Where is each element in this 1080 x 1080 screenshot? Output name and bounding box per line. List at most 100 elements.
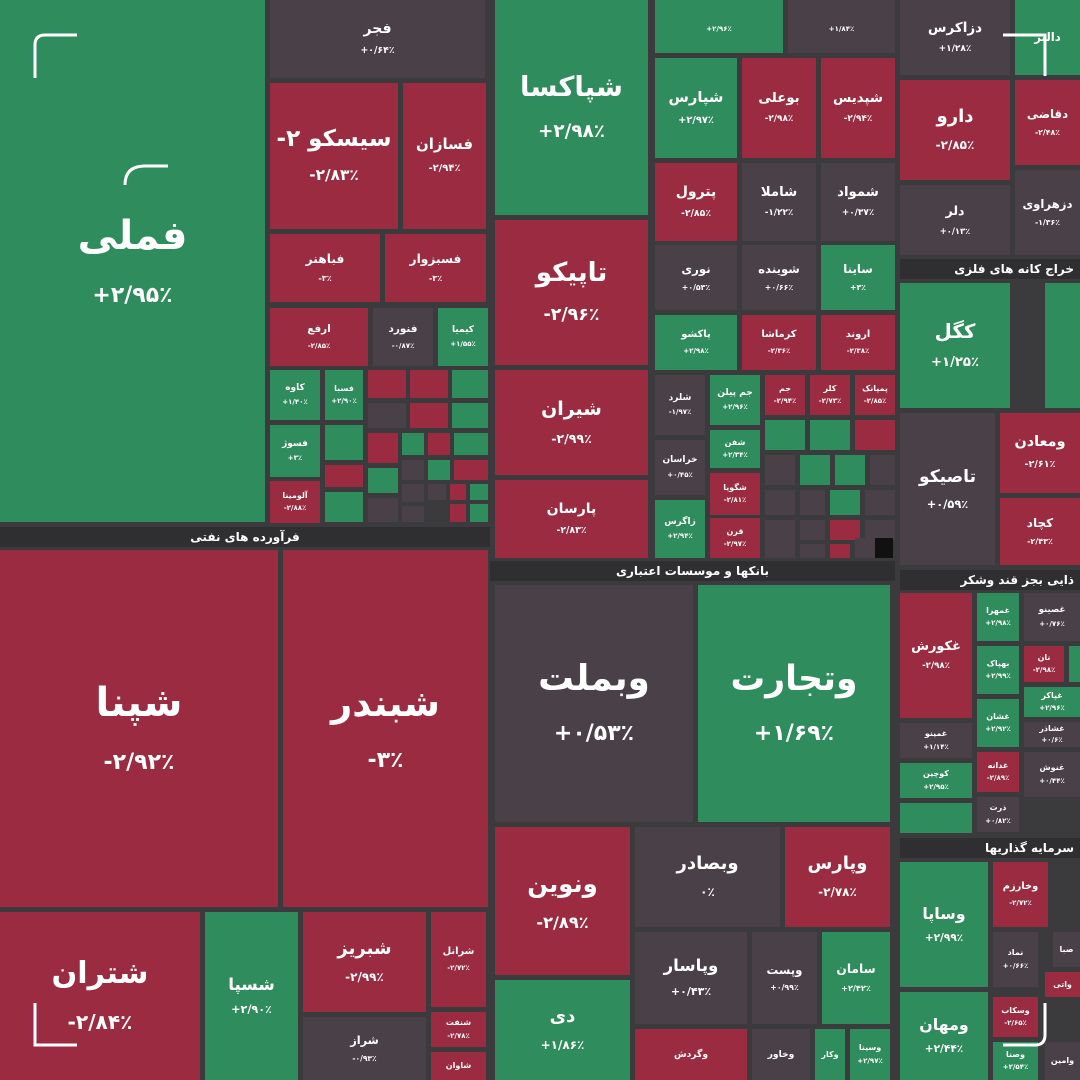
stock-symbol: پارسان	[546, 500, 597, 517]
stock-symbol: خراسان	[662, 455, 698, 466]
percent-change: +۳٪	[287, 454, 303, 463]
percent-change: -۲/۹۴٪	[428, 162, 461, 174]
tile-filler	[452, 370, 488, 398]
stock-tile: سامان +۲/۴۲٪	[822, 932, 890, 1024]
stock-tile: شپاکسا +۲/۹۸٪	[495, 0, 648, 215]
percent-change: -۲/۸۵٪	[680, 208, 712, 220]
sector-header: ذایی بجز قند وشکر	[900, 570, 1080, 590]
stock-symbol: کچاد	[1026, 515, 1054, 530]
stock-tile: سیسکو ۲- -۲/۸۳٪	[270, 83, 398, 229]
tile-filler	[325, 492, 363, 522]
tile-filler	[875, 538, 893, 558]
tile-filler	[428, 433, 450, 455]
stock-tile: دارو -۲/۸۵٪	[900, 80, 1010, 180]
stock-tile: دی +۱/۸۶٪	[495, 980, 630, 1080]
percent-change: +۰/۴۵٪	[667, 470, 693, 479]
stock-tile: وساپا +۲/۹۹٪	[900, 862, 988, 987]
stock-symbol: شتران	[51, 956, 149, 992]
percent-change: +۰/۵۳٪	[553, 721, 635, 747]
stock-symbol: فملی	[77, 212, 188, 259]
percent-change: -۲/۴۳٪	[1027, 536, 1053, 546]
percent-change: +۲/۹۷٪	[857, 1056, 883, 1065]
stock-symbol: ذرت	[989, 803, 1007, 813]
percent-change: +۰/۷۶٪	[1039, 620, 1065, 629]
stock-tile: تاپیکو -۲/۹۶٪	[495, 220, 648, 365]
stock-symbol: نان	[1037, 652, 1051, 662]
stock-symbol: شوینده	[758, 262, 800, 277]
tile-filler	[900, 803, 972, 833]
stock-symbol: بهپاک	[986, 658, 1010, 668]
stock-symbol: وخارزم	[1002, 881, 1039, 893]
stock-tile: کاوه +۱/۴۰٪	[270, 370, 320, 420]
stock-symbol: صبا	[1059, 944, 1074, 954]
stock-symbol: وتجارت	[730, 658, 858, 699]
stock-tile: شسپا +۲/۹۰٪	[205, 912, 298, 1080]
percent-change: +۰/۶۶٪	[1002, 962, 1029, 971]
percent-change: -۳٪	[367, 747, 404, 773]
percent-change: +۰/۹۹٪	[770, 983, 799, 993]
stock-symbol: وپارس	[807, 853, 868, 875]
stock-tile: زاگرس +۲/۹۴٪	[655, 500, 705, 558]
stock-symbol: وامین	[1050, 1056, 1075, 1066]
percent-change: -۲/۷۸٪	[818, 885, 857, 899]
tile-filler	[470, 504, 488, 522]
tile-filler	[454, 433, 488, 455]
stock-symbol: دزاکرس	[927, 19, 983, 36]
stock-symbol: پترول	[675, 183, 717, 200]
stock-tile: کگل +۱/۲۵٪	[900, 283, 1010, 408]
stock-tile: وکار	[815, 1029, 845, 1080]
percent-change: +۲/۴۴٪	[924, 1043, 964, 1056]
percent-change: -۲/۷۲٪	[447, 963, 470, 972]
stock-tile: شپنا -۲/۹۲٪	[0, 550, 278, 907]
stock-symbol: فباهنر	[305, 251, 345, 266]
stock-symbol: شبریز	[337, 938, 392, 960]
stock-symbol: فسوژ	[282, 438, 308, 449]
stock-symbol: ومعادن	[1014, 434, 1066, 451]
stock-tile: +۱/۸۴٪	[788, 0, 895, 53]
stock-symbol: پاکشو	[681, 329, 711, 341]
stock-tile: دلر +۰/۱۳٪	[900, 185, 1010, 255]
percent-change: +۲/۹۸٪	[538, 120, 605, 142]
stock-tile: وبصادر ۰٪	[635, 827, 780, 927]
percent-change: -۳٪	[428, 273, 443, 284]
stock-tile: وصنا +۲/۵۴٪	[993, 1042, 1038, 1080]
stock-tile: +۲/۹۶٪	[655, 0, 783, 53]
tile-filler	[454, 460, 488, 480]
percent-change: +۰/۴۳٪	[670, 985, 712, 999]
stock-symbol: شاملا	[760, 184, 798, 200]
stock-tile: وسکاب -۲/۶۵٪	[993, 997, 1038, 1037]
stock-symbol: شیران	[541, 397, 602, 420]
stock-tile: وامین	[1045, 1042, 1080, 1080]
stock-tile: فسازان -۲/۹۴٪	[403, 83, 486, 229]
stock-tile: شلرد -۱/۹۷٪	[655, 375, 705, 435]
stock-tile: بهپاک +۲/۹۹٪	[977, 646, 1019, 694]
percent-change: -۱/۳۶٪	[1034, 217, 1061, 227]
percent-change: -۲/۸۱٪	[723, 496, 747, 505]
percent-change: +۲/۴۲٪	[841, 983, 871, 994]
tile-filler	[410, 370, 448, 398]
stock-tile: فسبا +۲/۹۰٪	[325, 370, 363, 420]
percent-change: -۲/۹۴٪	[773, 397, 797, 406]
tile-filler	[325, 465, 363, 487]
stock-symbol: تاصیکو	[919, 466, 976, 487]
stock-tile: اروند -۲/۳۸٪	[821, 315, 895, 370]
percent-change: -۲/۹۹٪	[551, 430, 592, 446]
stock-tile: وگردش	[635, 1029, 747, 1080]
stock-tile: فنورد -۰/۸۷٪	[373, 308, 433, 366]
stock-tile: ارفع -۲/۸۵٪	[270, 308, 368, 366]
stock-tile: فباهنر -۳٪	[270, 234, 380, 302]
tile-filler	[402, 433, 424, 455]
tile-filler	[810, 420, 850, 450]
percent-change: -۲/۸۸٪	[283, 504, 307, 513]
stock-tile: ساینا +۳٪	[821, 245, 895, 310]
stock-tile: غدانه -۲/۸۹٪	[977, 752, 1019, 792]
tile-filler	[765, 490, 795, 515]
stock-tile: فملی +۲/۹۵٪	[0, 0, 265, 522]
percent-change: -۲/۷۲٪	[1009, 898, 1032, 907]
percent-change: +۱/۸۴٪	[828, 24, 855, 33]
tile-filler	[368, 498, 398, 522]
percent-change: +۲/۳۴٪	[722, 451, 748, 460]
stock-tile: وخاور	[752, 1029, 810, 1080]
tile-filler	[368, 433, 398, 463]
percent-change: -۲/۸۵٪	[863, 397, 887, 406]
